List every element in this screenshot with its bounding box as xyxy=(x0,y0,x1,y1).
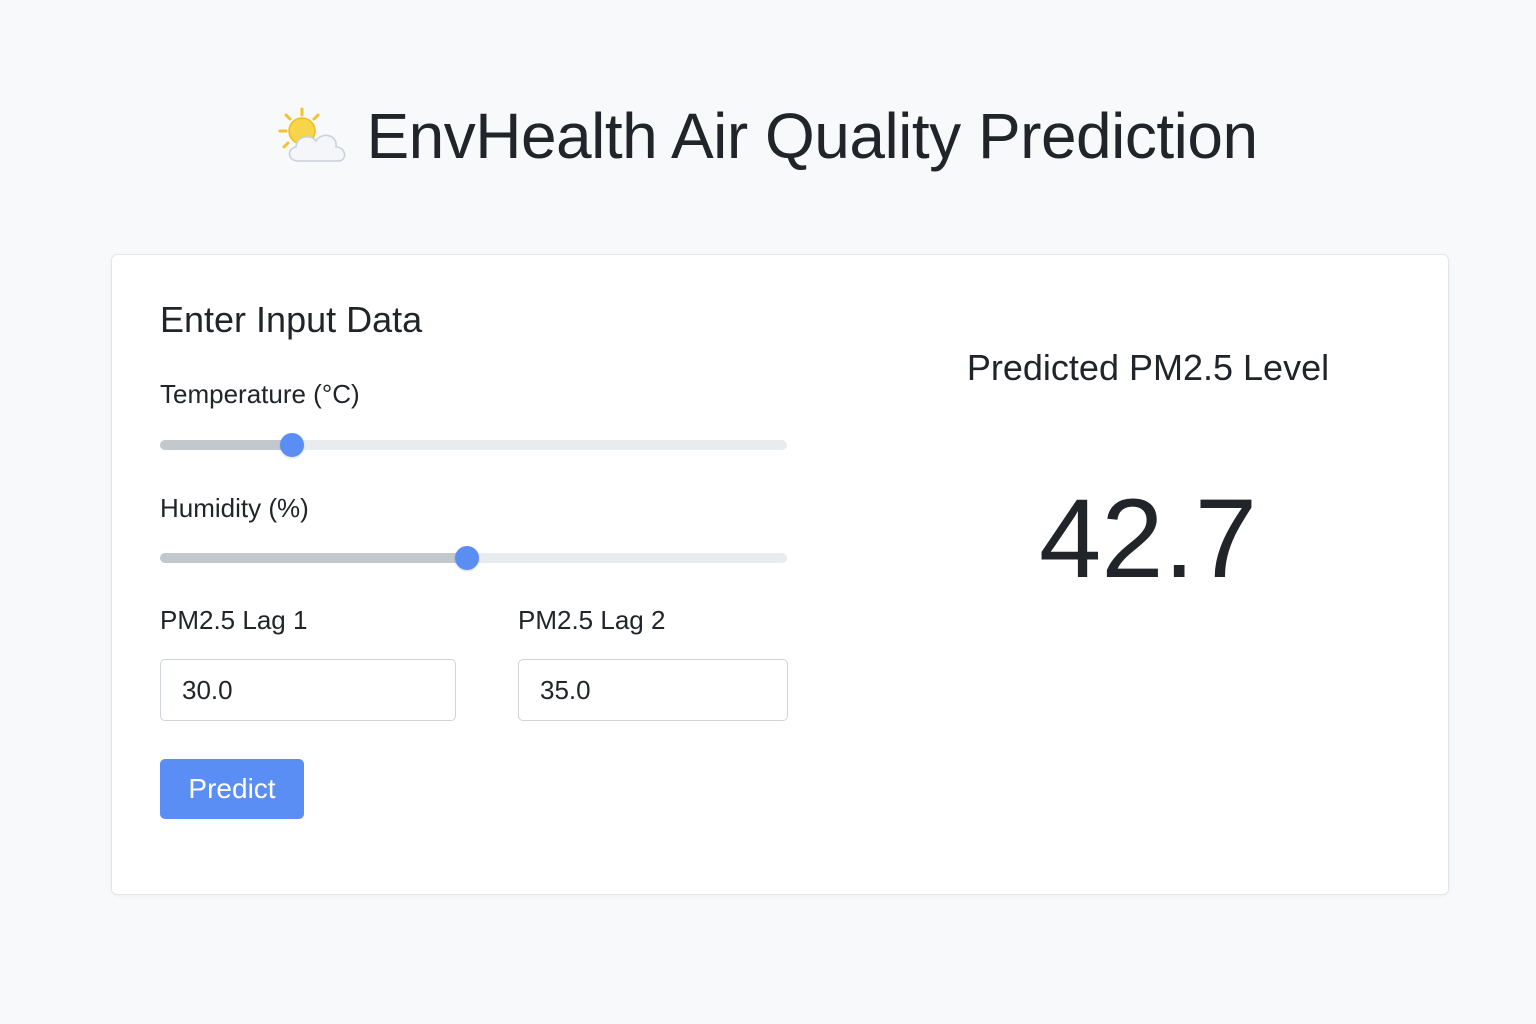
lag1-label: PM2.5 Lag 1 xyxy=(160,605,308,635)
page-header: EnvHealth Air Quality Prediction xyxy=(0,96,1536,176)
input-section-title: Enter Input Data xyxy=(160,299,423,340)
result-title: Predicted PM2.5 Level xyxy=(966,347,1330,388)
humidity-label: Humidity (%) xyxy=(160,493,309,523)
temperature-slider-fill xyxy=(160,440,292,450)
predict-button[interactable]: Predict xyxy=(160,759,304,819)
humidity-slider[interactable] xyxy=(160,546,787,570)
humidity-slider-fill xyxy=(160,553,468,563)
humidity-slider-thumb[interactable] xyxy=(455,546,480,570)
lag2-input[interactable] xyxy=(518,659,788,721)
temperature-slider[interactable] xyxy=(160,433,787,457)
predicted-value: 42.7 xyxy=(1039,476,1257,601)
lag2-label: PM2.5 Lag 2 xyxy=(518,605,666,635)
sun-behind-cloud-icon xyxy=(278,107,346,162)
page-title: EnvHealth Air Quality Prediction xyxy=(366,100,1258,172)
temperature-slider-thumb[interactable] xyxy=(279,433,304,457)
lag1-input[interactable] xyxy=(160,659,456,721)
temperature-slider-track[interactable] xyxy=(160,440,787,450)
temperature-label: Temperature (°C) xyxy=(160,379,360,409)
prediction-card: Enter Input Data Temperature (°C) Humidi… xyxy=(111,254,1449,895)
